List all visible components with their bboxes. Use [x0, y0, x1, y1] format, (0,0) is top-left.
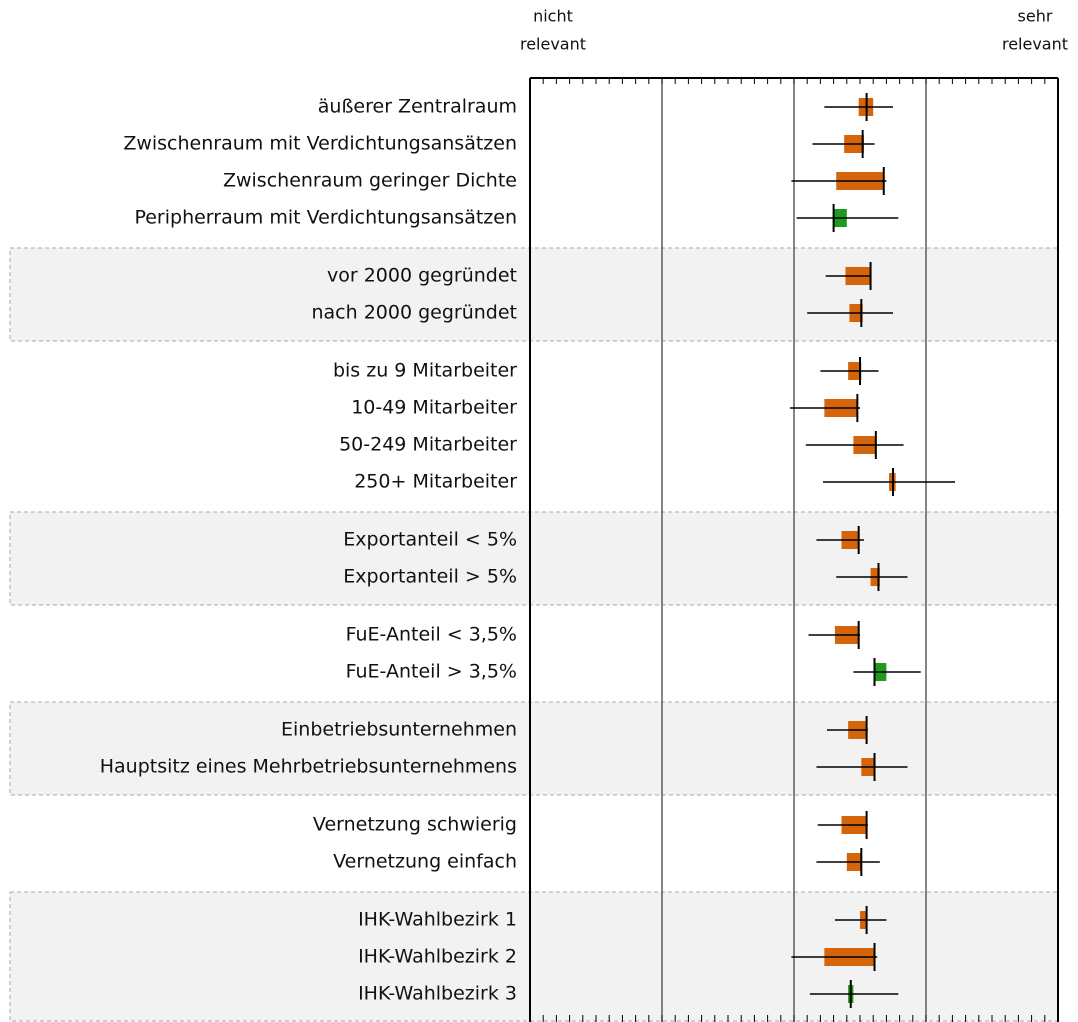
group-band [9, 247, 1059, 342]
row-label: IHK-Wahlbezirk 3 [358, 983, 517, 1005]
row-label: Hauptsitz eines Mehrbetriebsunternehmens [100, 756, 517, 778]
row-label: IHK-Wahlbezirk 2 [358, 946, 517, 968]
row-label: FuE-Anteil < 3,5% [346, 624, 517, 646]
x-label-right: relevant [1002, 35, 1068, 54]
x-label-left: relevant [520, 35, 586, 54]
row-label: Zwischenraum geringer Dichte [223, 170, 517, 192]
group-band [9, 891, 1059, 1022]
row-label: IHK-Wahlbezirk 1 [358, 909, 517, 931]
row-label: Vernetzung schwierig [313, 814, 517, 836]
group-band [9, 511, 1059, 606]
row-label: bis zu 9 Mitarbeiter [333, 360, 517, 382]
row-label: 10-49 Mitarbeiter [351, 397, 517, 419]
row-label: vor 2000 gegründet [327, 265, 517, 287]
row-label: 250+ Mitarbeiter [354, 471, 517, 493]
row-label: 50-249 Mitarbeiter [339, 434, 517, 456]
row-label: Einbetriebsunternehmen [281, 719, 517, 741]
x-label-right: sehr [1018, 7, 1053, 26]
row-label: Vernetzung einfach [333, 851, 517, 873]
row-label: Peripherraum mit Verdichtungsansätzen [134, 207, 517, 229]
row-label: FuE-Anteil > 3,5% [346, 661, 517, 683]
row-label: äußerer Zentralraum [318, 96, 517, 118]
row-label: Exportanteil > 5% [343, 566, 517, 588]
row-label: Zwischenraum mit Verdichtungsansätzen [123, 133, 517, 155]
row-label: Exportanteil < 5% [343, 529, 517, 551]
x-label-left: nicht [533, 7, 573, 26]
row-label: nach 2000 gegründet [311, 302, 517, 324]
bands [9, 247, 1059, 1022]
group-band [9, 701, 1059, 796]
